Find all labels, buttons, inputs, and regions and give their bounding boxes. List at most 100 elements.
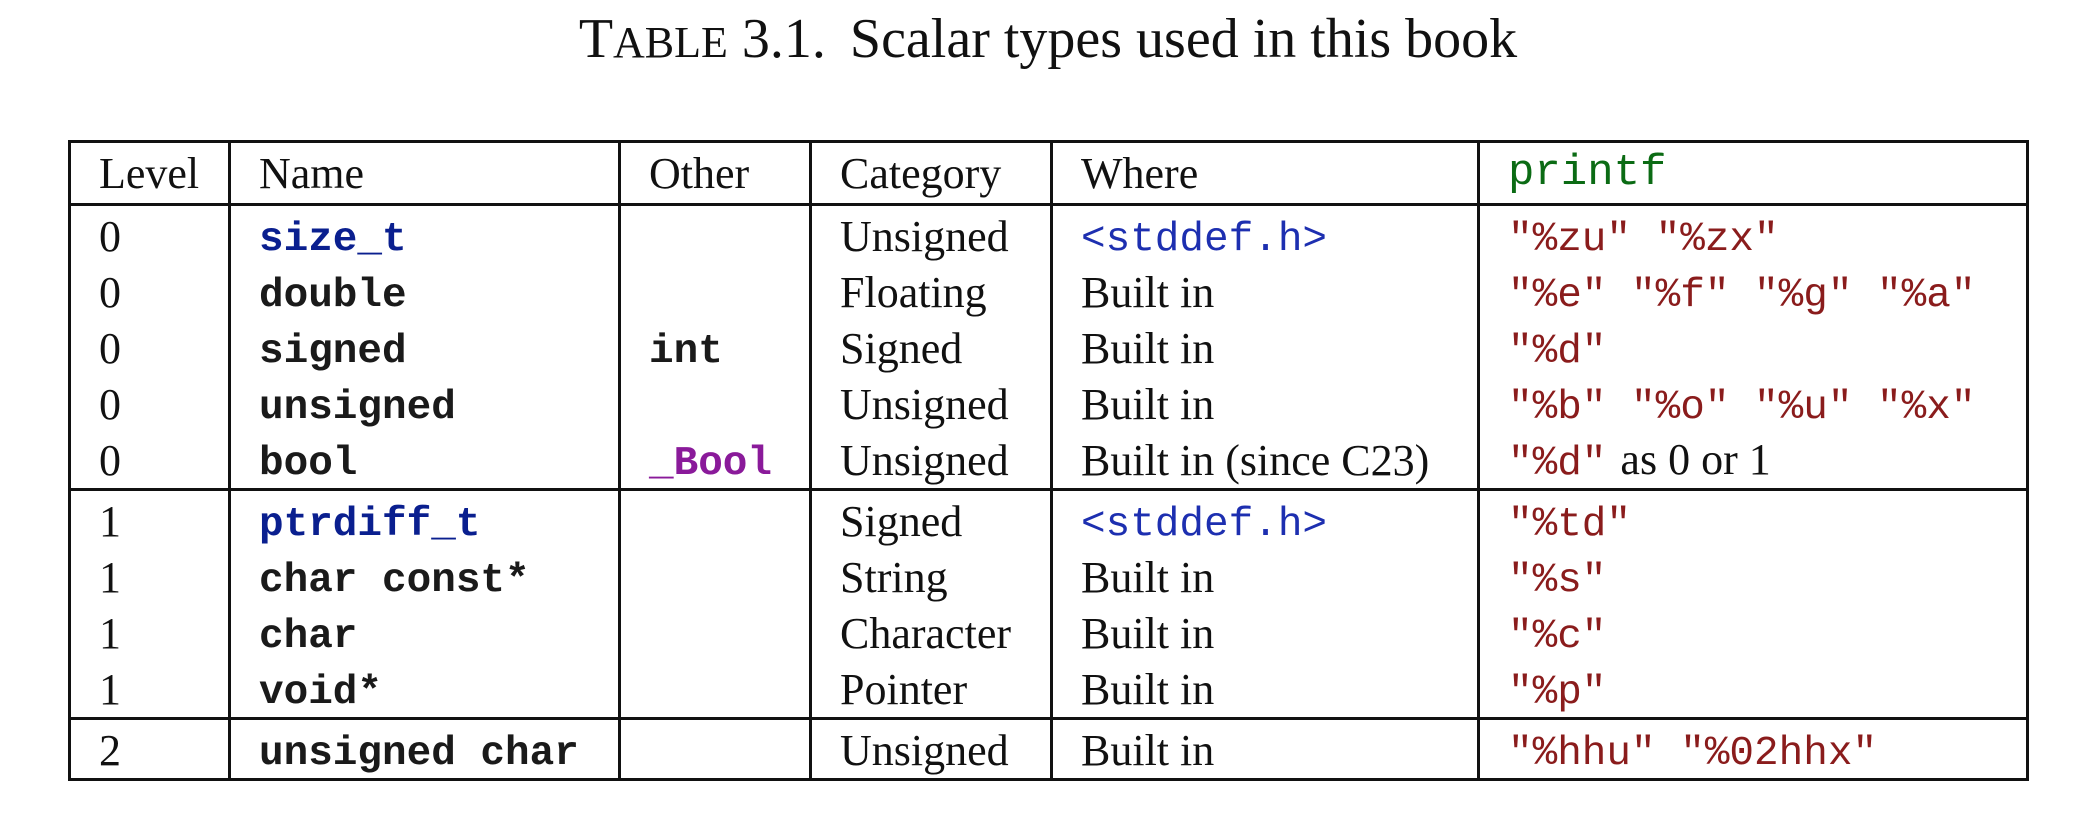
cell-where: Built in: [1050, 376, 1480, 432]
type-name: signed: [259, 328, 407, 375]
cell-level: 2: [68, 718, 231, 781]
level-group-1: 1 ptrdiff_t Signed <stddef.h> "%td" 1 char con…: [68, 489, 2029, 720]
cell-name: void*: [228, 661, 621, 720]
where-text: Built in: [1081, 267, 1215, 317]
type-name: char: [259, 613, 358, 660]
printf-format: "%p": [1508, 669, 1607, 716]
cell-other: [618, 718, 812, 781]
table-row: 1 char const* String Built in "%s": [68, 549, 2029, 605]
cell-printf: "%zu" "%zx": [1477, 204, 2029, 264]
cell-other: [618, 376, 812, 432]
caption-label-initial: T: [578, 8, 614, 70]
type-name: size_t: [259, 216, 407, 263]
header-category: Category: [809, 141, 1053, 206]
cell-where: Built in: [1050, 320, 1480, 376]
cell-printf: "%c": [1477, 605, 2029, 661]
cell-where: <stddef.h>: [1050, 489, 1480, 549]
cell-other: [618, 661, 812, 720]
cell-level: 0: [68, 204, 231, 264]
cell-where: Built in: [1050, 661, 1480, 720]
printf-format: "%d": [1508, 440, 1607, 487]
table-row: 0 double Floating Built in "%e" "%f" "%g" "%…: [68, 264, 2029, 320]
cell-category: Character: [809, 605, 1053, 661]
cell-other: [618, 605, 812, 661]
cell-category: Unsigned: [809, 432, 1053, 491]
type-name: bool: [259, 440, 358, 487]
other-name: int: [649, 328, 723, 375]
where-text: Built in: [1081, 608, 1215, 658]
printf-format: "%hhu" "%02hhx": [1508, 730, 1878, 777]
type-name: unsigned char: [259, 730, 579, 777]
cell-where: Built in: [1050, 549, 1480, 605]
cell-where: Built in: [1050, 264, 1480, 320]
type-name: double: [259, 272, 407, 319]
cell-where: Built in: [1050, 605, 1480, 661]
cell-name: double: [228, 264, 621, 320]
printf-format: "%e" "%f" "%g" "%a": [1508, 272, 1976, 319]
printf-format: "%td": [1508, 501, 1632, 548]
cell-level: 1: [68, 661, 231, 720]
printf-format: "%d": [1508, 328, 1607, 375]
table-row: 1 void* Pointer Built in "%p": [68, 661, 2029, 720]
cell-category: Pointer: [809, 661, 1053, 720]
cell-level: 1: [68, 605, 231, 661]
cell-where: Built in: [1050, 718, 1480, 781]
cell-name: char: [228, 605, 621, 661]
caption-number: 3.1.: [741, 8, 826, 70]
table-row: 2 unsigned char Unsigned Built in "%hhu" "%0…: [68, 718, 2029, 781]
where-text: Built in: [1081, 552, 1215, 602]
scalar-types-table: Level Name Other Category Where printf 0…: [68, 140, 2029, 781]
cell-other: [618, 489, 812, 549]
cell-category: Unsigned: [809, 376, 1053, 432]
header-other: Other: [618, 141, 812, 206]
cell-category: Unsigned: [809, 718, 1053, 781]
cell-name: signed: [228, 320, 621, 376]
printf-format: "%s": [1508, 557, 1607, 604]
table-row: 0 size_t Unsigned <stddef.h> "%zu" "%zx": [68, 204, 2029, 264]
table-row: 0 bool _Bool Unsigned Built in (since C23) "%…: [68, 432, 2029, 491]
cell-where: Built in (since C23): [1050, 432, 1480, 491]
cell-level: 0: [68, 432, 231, 491]
cell-category: Floating: [809, 264, 1053, 320]
other-name: _Bool: [649, 440, 773, 487]
header-printf: printf: [1477, 141, 2029, 206]
level-group-0: 0 size_t Unsigned <stddef.h> "%zu" "%zx" 0 dou…: [68, 204, 2029, 491]
table-caption: Table 3.1. Scalar types used in this book: [0, 4, 2096, 78]
cell-name: bool: [228, 432, 621, 491]
cell-printf: "%s": [1477, 549, 2029, 605]
cell-printf: "%d": [1477, 320, 2029, 376]
cell-where: <stddef.h>: [1050, 204, 1480, 264]
cell-level: 0: [68, 320, 231, 376]
cell-other: _Bool: [618, 432, 812, 491]
table-row: 0 unsigned Unsigned Built in "%b" "%o" "%u" …: [68, 376, 2029, 432]
cell-category: String: [809, 549, 1053, 605]
cell-printf: "%d" as 0 or 1: [1477, 432, 2029, 491]
cell-name: ptrdiff_t: [228, 489, 621, 549]
table-row: 1 char Character Built in "%c": [68, 605, 2029, 661]
cell-printf: "%hhu" "%02hhx": [1477, 718, 2029, 781]
cell-category: Signed: [809, 320, 1053, 376]
where-text: Built in (since C23): [1081, 435, 1430, 485]
where-text: Built in: [1081, 323, 1215, 373]
cell-category: Signed: [809, 489, 1053, 549]
cell-name: unsigned char: [228, 718, 621, 781]
header-name: Name: [228, 141, 621, 206]
type-name: ptrdiff_t: [259, 501, 481, 548]
cell-level: 1: [68, 489, 231, 549]
where-text: Built in: [1081, 664, 1215, 714]
printf-format: "%c": [1508, 613, 1607, 660]
where-text: Built in: [1081, 725, 1215, 775]
cell-printf: "%b" "%o" "%u" "%x": [1477, 376, 2029, 432]
cell-name: unsigned: [228, 376, 621, 432]
cell-other: int: [618, 320, 812, 376]
header-file: <stddef.h>: [1081, 216, 1328, 263]
caption-text: Scalar types used in this book: [849, 8, 1518, 70]
type-name: void*: [259, 669, 383, 716]
where-text: Built in: [1081, 379, 1215, 429]
cell-level: 0: [68, 376, 231, 432]
cell-name: size_t: [228, 204, 621, 264]
printf-format: "%b" "%o" "%u" "%x": [1508, 384, 1976, 431]
table-row: 1 ptrdiff_t Signed <stddef.h> "%td": [68, 489, 2029, 549]
cell-printf: "%e" "%f" "%g" "%a": [1477, 264, 2029, 320]
table-header-row: Level Name Other Category Where printf: [68, 141, 2029, 206]
